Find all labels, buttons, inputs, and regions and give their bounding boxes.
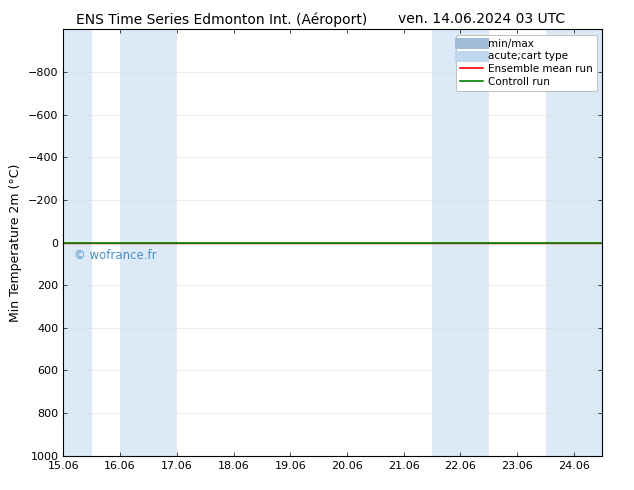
Bar <box>546 29 602 456</box>
Text: ENS Time Series Edmonton Int. (Aéroport): ENS Time Series Edmonton Int. (Aéroport) <box>76 12 368 27</box>
Bar <box>63 29 92 456</box>
Y-axis label: Min Temperature 2m (°C): Min Temperature 2m (°C) <box>10 163 22 322</box>
Text: ven. 14.06.2024 03 UTC: ven. 14.06.2024 03 UTC <box>398 12 566 26</box>
Bar <box>432 29 489 456</box>
Text: © wofrance.fr: © wofrance.fr <box>74 249 157 262</box>
Bar <box>120 29 177 456</box>
Legend: min/max, acute;cart type, Ensemble mean run, Controll run: min/max, acute;cart type, Ensemble mean … <box>456 35 597 91</box>
